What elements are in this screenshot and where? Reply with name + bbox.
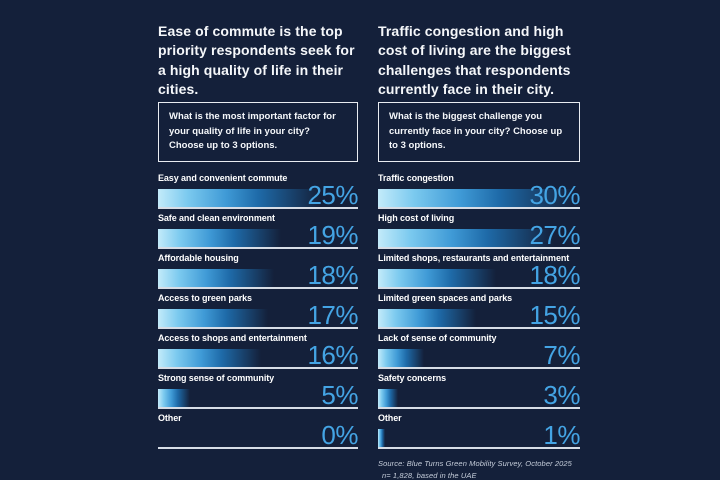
bar-track: 7% xyxy=(378,340,580,371)
bar-label: Traffic congestion xyxy=(378,173,454,184)
bar-value: 19% xyxy=(307,220,358,251)
right-question-box: What is the biggest challenge you curren… xyxy=(378,102,580,163)
bar-fill xyxy=(378,269,496,288)
bar-row: Affordable housing 18% xyxy=(158,252,358,291)
bar-row: Lack of sense of community 7% xyxy=(378,332,580,371)
bar-track: 18% xyxy=(378,260,580,291)
bar-track: 3% xyxy=(378,380,580,411)
bar-row: Easy and convenient commute 25% xyxy=(158,172,358,211)
left-question-text: What is the most important factor for yo… xyxy=(169,111,336,152)
bar-fill xyxy=(158,349,262,368)
bar-track: 18% xyxy=(158,260,358,291)
bar-row: Safe and clean environment 19% xyxy=(158,212,358,251)
bar-label: Easy and convenient commute xyxy=(158,173,288,184)
bar-label: Safety concerns xyxy=(378,373,447,384)
bar-track: 27% xyxy=(378,220,580,251)
left-chart-title: Ease of commute is the top priority resp… xyxy=(158,23,355,97)
bar-fill xyxy=(378,429,385,448)
left-chart-column: Ease of commute is the top priority resp… xyxy=(158,22,358,480)
bar-value: 30% xyxy=(529,180,580,211)
bar-value: 15% xyxy=(529,300,580,331)
bar-row: Other 1% xyxy=(378,412,580,451)
bar-fill xyxy=(378,389,398,408)
right-chart-column: Traffic congestion and high cost of livi… xyxy=(378,22,580,480)
bar-value: 27% xyxy=(529,220,580,251)
right-question-text: What is the biggest challenge you curren… xyxy=(389,111,563,152)
bar-label: Other xyxy=(158,413,182,424)
bar-track: 25% xyxy=(158,180,358,211)
bar-fill xyxy=(158,309,268,328)
bar-value: 7% xyxy=(543,340,580,371)
bar-track: 19% xyxy=(158,220,358,251)
bar-value: 3% xyxy=(543,380,580,411)
bar-row: Access to shops and entertainment 16% xyxy=(158,332,358,371)
bar-value: 16% xyxy=(307,340,358,371)
bar-track: 17% xyxy=(158,300,358,331)
bar-row: Limited shops, restaurants and entertain… xyxy=(378,252,580,291)
bar-label: Access to green parks xyxy=(158,293,252,304)
bar-value: 1% xyxy=(543,420,580,451)
bar-fill xyxy=(158,189,320,208)
bar-row: Access to green parks 17% xyxy=(158,292,358,331)
bar-track: 5% xyxy=(158,380,358,411)
source-line-1: Source: Blue Turns Green Mobility Survey… xyxy=(378,459,572,469)
left-question-box: What is the most important factor for yo… xyxy=(158,102,358,163)
bar-track: 30% xyxy=(378,180,580,211)
bar-value: 18% xyxy=(529,260,580,291)
bar-track: 16% xyxy=(158,340,358,371)
bar-value: 0% xyxy=(321,420,358,451)
bar-track: 0% xyxy=(158,420,358,451)
bar-label: High cost of living xyxy=(378,213,455,224)
bar-label: Other xyxy=(378,413,402,424)
right-bar-list: Traffic congestion 30% High cost of livi… xyxy=(378,172,580,451)
bar-value: 17% xyxy=(307,300,358,331)
bar-value: 25% xyxy=(307,180,358,211)
bar-row: Limited green spaces and parks 15% xyxy=(378,292,580,331)
bar-fill xyxy=(378,349,424,368)
bar-label: Strong sense of community xyxy=(158,373,275,384)
bar-value: 5% xyxy=(321,380,358,411)
source-line-2: n= 1,828, based in the UAE xyxy=(382,471,477,480)
bar-track: 15% xyxy=(378,300,580,331)
bar-label: Limited green spaces and parks xyxy=(378,293,513,304)
left-bar-list: Easy and convenient commute 25% Safe and… xyxy=(158,172,358,451)
bar-fill xyxy=(378,189,574,208)
bar-track: 1% xyxy=(378,420,580,451)
bar-row: Strong sense of community 5% xyxy=(158,372,358,411)
bar-value: 18% xyxy=(307,260,358,291)
bar-label: Affordable housing xyxy=(158,253,239,264)
bar-fill xyxy=(158,229,281,248)
bar-label: Lack of sense of community xyxy=(378,333,497,344)
bar-row: High cost of living 27% xyxy=(378,212,580,251)
bar-label: Access to shops and entertainment xyxy=(158,333,307,344)
bar-label: Limited shops, restaurants and entertain… xyxy=(378,253,570,264)
bar-row: Safety concerns 3% xyxy=(378,372,580,411)
source-note: Source: Blue Turns Green Mobility Survey… xyxy=(378,458,580,480)
right-chart-title: Traffic congestion and high cost of livi… xyxy=(378,23,571,97)
bar-row: Other 0% xyxy=(158,412,358,451)
bar-label: Safe and clean environment xyxy=(158,213,275,224)
bar-fill xyxy=(378,309,476,328)
bar-fill xyxy=(158,389,191,408)
bar-row: Traffic congestion 30% xyxy=(378,172,580,211)
bar-fill xyxy=(158,269,275,288)
bar-fill xyxy=(378,229,555,248)
